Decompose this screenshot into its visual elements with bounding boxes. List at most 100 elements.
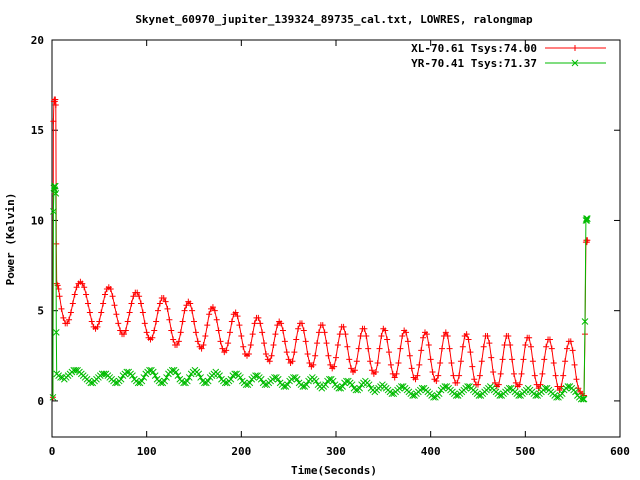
data-point — [464, 383, 471, 390]
data-point — [573, 376, 580, 383]
data-point — [459, 343, 466, 350]
data-point — [49, 393, 57, 401]
data-point — [539, 370, 546, 377]
data-point — [516, 381, 523, 388]
data-point — [111, 302, 118, 309]
data-point — [480, 343, 487, 350]
data-point — [172, 368, 180, 376]
legend-label: YR-70.41 Tsys:71.37 — [411, 57, 537, 70]
data-point — [137, 300, 144, 307]
data-point — [444, 332, 451, 339]
data-point — [123, 368, 131, 376]
data-point — [290, 374, 297, 381]
data-point — [454, 379, 461, 386]
data-point — [185, 374, 193, 381]
data-point — [168, 366, 176, 374]
data-point — [278, 320, 285, 327]
data-point — [465, 336, 472, 343]
data-point — [283, 349, 290, 356]
data-point — [83, 291, 90, 298]
data-point — [315, 329, 322, 336]
data-point — [463, 331, 470, 338]
data-point — [204, 322, 211, 329]
data-point — [223, 347, 230, 354]
data-point — [261, 381, 269, 389]
data-point — [94, 323, 101, 330]
data-point — [450, 372, 457, 379]
x-tick-label: 0 — [49, 445, 56, 458]
data-point — [492, 379, 499, 386]
data-point — [306, 360, 313, 367]
data-point — [302, 338, 309, 345]
data-point — [202, 332, 209, 339]
data-point — [397, 345, 404, 352]
data-point — [580, 395, 588, 403]
data-point — [257, 375, 265, 383]
data-point — [51, 182, 59, 190]
data-point — [293, 375, 301, 383]
data-point — [141, 320, 148, 327]
data-point — [569, 347, 576, 354]
data-point — [353, 358, 360, 365]
y-axis: 0 5 10 15 20 — [31, 34, 620, 408]
data-point — [209, 304, 216, 311]
data-point — [343, 377, 350, 385]
data-point — [266, 358, 273, 365]
data-point — [416, 361, 423, 368]
data-point — [327, 361, 334, 368]
data-point — [84, 300, 91, 307]
data-point — [259, 329, 266, 336]
data-point — [153, 318, 160, 325]
data-point — [238, 332, 245, 339]
data-point — [312, 377, 320, 385]
data-point — [181, 307, 188, 314]
data-point — [430, 393, 437, 401]
data-point — [496, 392, 504, 399]
data-point — [284, 381, 292, 389]
data-point — [215, 327, 222, 334]
data-point — [420, 334, 427, 341]
data-point — [279, 327, 286, 334]
data-point — [583, 215, 590, 223]
data-point — [298, 320, 305, 327]
data-point — [179, 318, 186, 325]
data-point — [553, 393, 560, 401]
data-point — [124, 318, 131, 325]
data-point — [572, 388, 579, 396]
data-point — [219, 345, 226, 352]
data-point — [312, 352, 319, 359]
data-point — [252, 372, 259, 379]
data-point — [435, 372, 442, 379]
data-point — [552, 372, 559, 379]
data-point — [435, 390, 443, 398]
data-point — [501, 341, 508, 348]
data-point — [280, 383, 288, 390]
data-point — [300, 327, 307, 334]
data-point — [146, 366, 153, 374]
data-point — [285, 356, 292, 363]
data-point — [249, 331, 256, 338]
data-point — [403, 329, 410, 336]
data-point — [122, 327, 129, 334]
data-point — [268, 352, 275, 359]
data-point — [352, 386, 360, 394]
data-point — [356, 384, 364, 392]
data-point — [242, 381, 250, 389]
data-point — [495, 381, 502, 388]
data-point — [98, 309, 105, 316]
data-point — [237, 374, 244, 381]
data-point — [537, 381, 544, 388]
data-point — [245, 350, 252, 357]
data-point — [289, 358, 296, 365]
data-point — [138, 377, 146, 385]
y-axis-label: Power (Kelvin) — [4, 193, 17, 286]
data-point — [510, 370, 517, 377]
data-point — [109, 293, 116, 300]
data-point — [452, 392, 460, 399]
data-point — [509, 356, 516, 363]
x-tick-label: 600 — [610, 445, 630, 458]
data-point — [164, 305, 171, 312]
data-point — [471, 376, 478, 383]
legend: XL-70.61 Tsys:74.00 YR-70.41 Tsys:71.37 — [411, 42, 606, 70]
